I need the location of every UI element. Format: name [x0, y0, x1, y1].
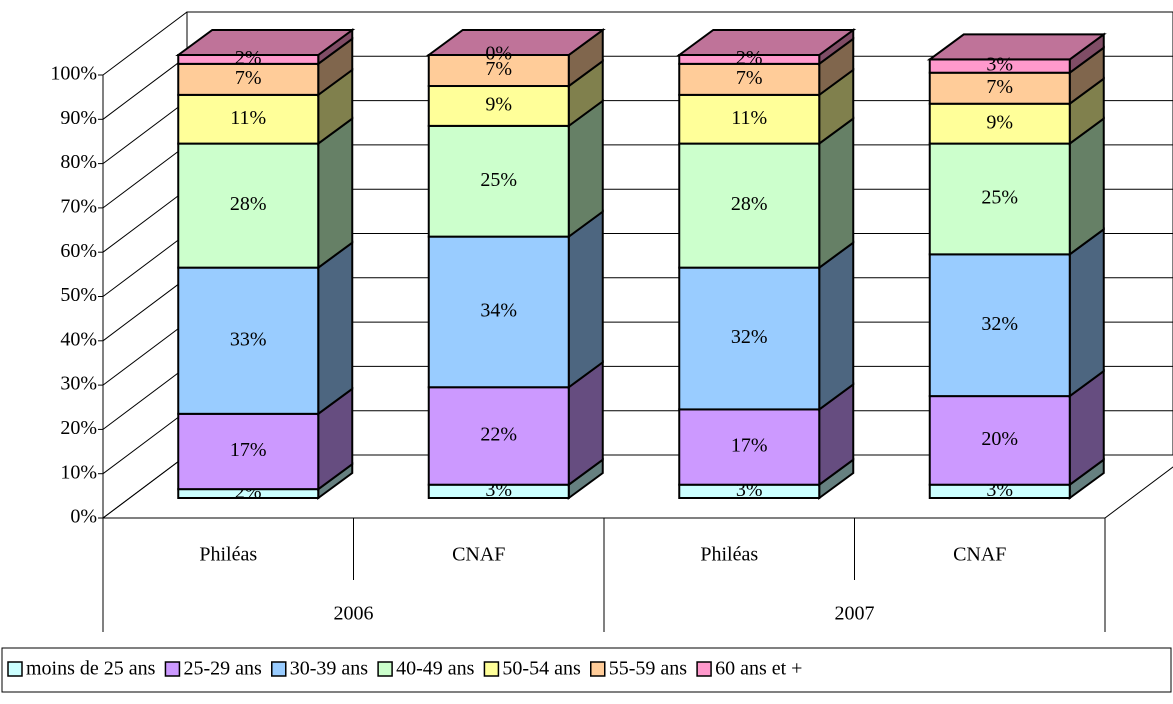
legend-label: 40-49 ans [396, 658, 475, 680]
legend-label: moins de 25 ans [26, 658, 156, 680]
y-tick-label: 60% [60, 240, 97, 262]
value-label: 7% [485, 58, 512, 80]
x-tick-label: Philéas [199, 544, 257, 566]
legend-label: 50-54 ans [502, 658, 581, 680]
legend-swatch [590, 661, 606, 677]
legend-label: 60 ans et + [715, 658, 802, 680]
bar [177, 266, 320, 415]
legend-swatch [483, 661, 500, 677]
x-tick-label: Philéas [700, 544, 758, 566]
y-tick-label: 100% [50, 63, 97, 85]
value-label: 33% [230, 328, 267, 350]
value-label: 34% [480, 300, 517, 322]
bar [427, 124, 570, 238]
bar [177, 142, 320, 269]
legend-swatch [7, 661, 23, 677]
value-label: 2% [736, 47, 763, 69]
y-tick-label: 30% [60, 373, 97, 395]
group-label: 2006 [334, 603, 374, 625]
y-tick-label: 0% [70, 506, 97, 528]
bar [928, 71, 1071, 105]
legend-box [1, 647, 1172, 693]
group-label: 2007 [835, 603, 875, 625]
legend-swatch [271, 661, 287, 677]
x-tick-label: CNAF [452, 544, 505, 566]
x-tick-label: CNAF [953, 544, 1006, 566]
value-label: 3% [986, 54, 1013, 76]
value-label: 0% [485, 43, 512, 65]
bar [678, 93, 821, 145]
legend-label: 30-39 ans [290, 658, 369, 680]
bar [177, 412, 320, 491]
bar-top [425, 29, 606, 56]
y-tick-label: 20% [60, 417, 97, 439]
bar [928, 102, 1071, 145]
value-label: 28% [731, 193, 768, 215]
value-label: 17% [230, 439, 267, 461]
value-label: 25% [981, 187, 1018, 209]
bar-side [317, 240, 354, 416]
value-label: 7% [986, 76, 1013, 98]
value-label: 25% [480, 169, 517, 191]
value-label: 2% [235, 47, 262, 69]
value-label: 7% [736, 67, 763, 89]
y-tick-label: 70% [60, 195, 97, 217]
legend-swatch [696, 661, 712, 677]
bar [928, 253, 1071, 398]
bar [427, 54, 570, 88]
y-tick-label: 40% [60, 328, 97, 350]
bar-top [926, 33, 1107, 61]
value-label: 11% [230, 107, 266, 129]
value-label: 22% [480, 424, 517, 446]
value-label: 17% [731, 435, 768, 457]
y-tick-label: 50% [60, 284, 97, 306]
value-label: 28% [230, 193, 267, 215]
bar [928, 395, 1071, 486]
value-label: 32% [731, 326, 768, 348]
bar-side [567, 209, 604, 390]
legend-label: 25-29 ans [183, 658, 262, 680]
value-label: 11% [731, 107, 767, 129]
bar [427, 85, 570, 127]
y-tick-label: 10% [60, 461, 97, 483]
bar-top [676, 29, 857, 56]
bar [177, 62, 320, 96]
value-label: 7% [235, 67, 262, 89]
value-label: 20% [981, 428, 1018, 450]
bar [678, 408, 821, 486]
value-label: 9% [485, 94, 512, 116]
bar-side [1068, 227, 1105, 399]
legend-swatch [377, 661, 393, 677]
bar-top [175, 29, 356, 56]
y-tick-label: 90% [60, 107, 97, 129]
bar [678, 266, 821, 411]
y-tick-label: 80% [60, 151, 97, 173]
legend-swatch [164, 661, 181, 677]
legend-label: 55-59 ans [609, 658, 688, 680]
bar-side [818, 240, 855, 412]
value-label: 32% [981, 313, 1018, 335]
value-label: 9% [986, 111, 1013, 133]
